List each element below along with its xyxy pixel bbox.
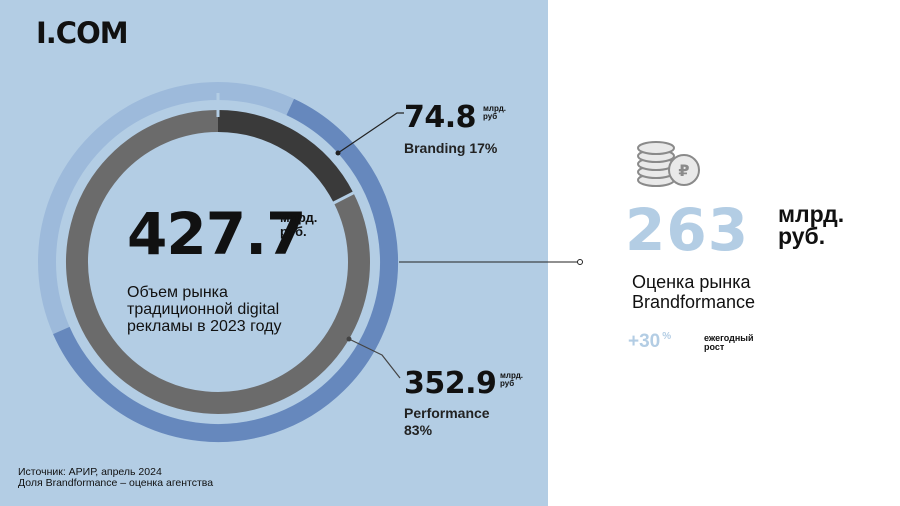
performance-unit: млрд. руб	[500, 371, 523, 388]
coins-ruble-icon: ₽	[637, 141, 700, 187]
source-note: Источник: АРИР, апрель 2024 Доля Brandfor…	[18, 466, 214, 489]
donut-chart	[38, 82, 404, 442]
growth-label: ежегодный рост	[704, 333, 754, 352]
performance-value: 352.9	[404, 366, 497, 401]
branding-label: Branding 17%	[404, 140, 498, 156]
logo: I.COM	[36, 16, 129, 50]
brandformance-description: Оценка рынка Brandformance	[632, 272, 756, 312]
total-description: Объем рынка традиционной digital рекламы…	[127, 284, 282, 335]
growth-value: +30%	[628, 331, 672, 352]
slice-branding	[217, 110, 354, 204]
total-unit: млрд. руб.	[280, 210, 318, 239]
branding-leader-line	[337, 112, 404, 154]
brandformance-value: 263	[625, 196, 750, 264]
performance-leader-line	[348, 338, 401, 379]
branding-unit: млрд. руб	[483, 104, 506, 121]
slice-performance	[66, 110, 370, 414]
branding-value: 74.8	[404, 100, 477, 135]
brandformance-unit: млрд. руб.	[778, 201, 845, 249]
slice-divider	[332, 191, 355, 205]
outer-ring-brandformance	[53, 98, 398, 442]
total-value: 427.7	[127, 200, 306, 268]
performance-label: Performance 83%	[404, 405, 490, 438]
svg-text:₽: ₽	[678, 161, 689, 180]
